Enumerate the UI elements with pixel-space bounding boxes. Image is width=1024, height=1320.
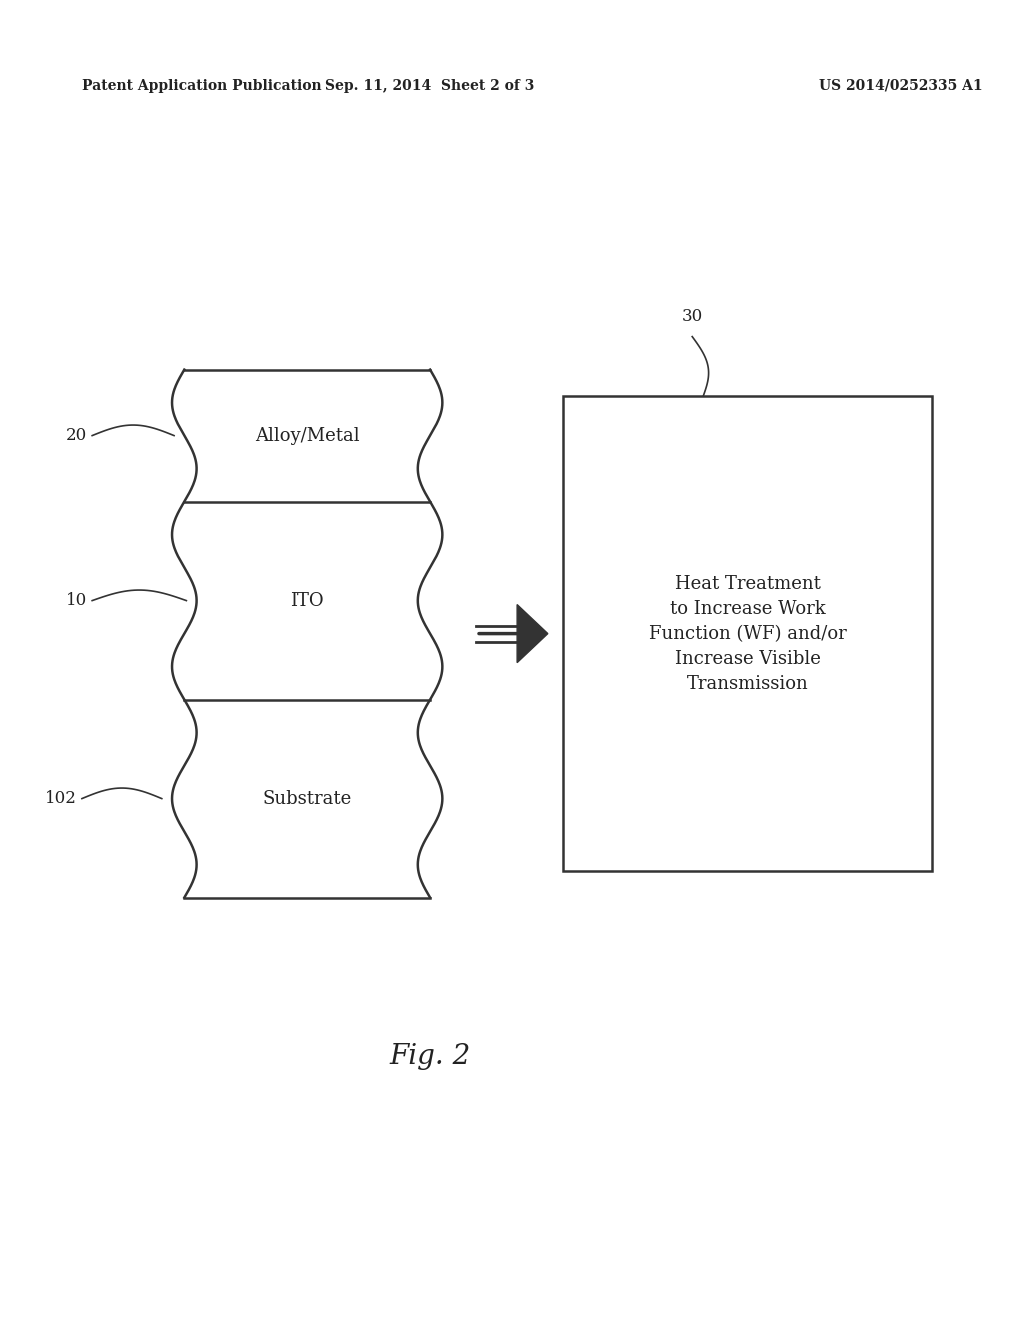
Text: 102: 102 (45, 791, 77, 807)
Text: Patent Application Publication: Patent Application Publication (82, 79, 322, 92)
Text: Fig. 2: Fig. 2 (389, 1043, 471, 1069)
Text: 20: 20 (66, 428, 87, 444)
Polygon shape (517, 605, 548, 663)
Text: Sep. 11, 2014  Sheet 2 of 3: Sep. 11, 2014 Sheet 2 of 3 (326, 79, 535, 92)
Text: ITO: ITO (291, 591, 324, 610)
Text: 30: 30 (682, 309, 702, 325)
Text: US 2014/0252335 A1: US 2014/0252335 A1 (819, 79, 983, 92)
Text: 10: 10 (66, 593, 87, 609)
FancyBboxPatch shape (563, 396, 932, 871)
Text: Heat Treatment
to Increase Work
Function (WF) and/or
Increase Visible
Transmissi: Heat Treatment to Increase Work Function… (648, 574, 847, 693)
Text: Alloy/Metal: Alloy/Metal (255, 426, 359, 445)
Text: Substrate: Substrate (262, 789, 352, 808)
